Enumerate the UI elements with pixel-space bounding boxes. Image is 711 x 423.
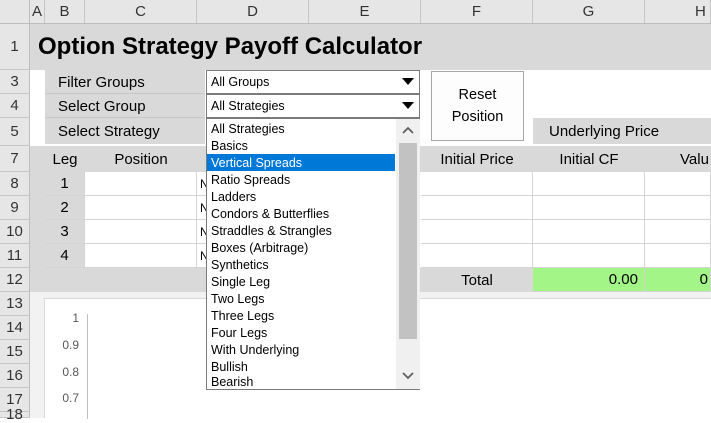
value-cell[interactable] xyxy=(645,172,711,196)
row-header-14[interactable]: 14 xyxy=(0,316,30,340)
value-cell[interactable] xyxy=(645,220,711,244)
position-header: Position xyxy=(114,150,168,168)
select-strategy-label-cell xyxy=(45,118,205,144)
reset-position-button[interactable]: Reset Position xyxy=(431,71,524,141)
filter-groups-label-cell xyxy=(45,70,205,94)
initial-cf-cell[interactable] xyxy=(533,220,645,244)
total-label: Total xyxy=(461,271,493,289)
select-group-combo[interactable]: All Strategies xyxy=(206,94,420,118)
row-header-7[interactable]: 7 xyxy=(0,146,30,172)
triangle-down-icon[interactable] xyxy=(397,95,419,117)
triangle-down-icon[interactable] xyxy=(397,71,419,93)
column-header-a[interactable]: A xyxy=(30,0,45,24)
initial-price-cell[interactable] xyxy=(421,196,533,220)
position-cell[interactable] xyxy=(85,244,197,268)
underlying-price-cell xyxy=(533,118,711,144)
row-header-15[interactable]: 15 xyxy=(0,340,30,364)
select-strategy-label: Select Strategy xyxy=(58,122,160,140)
row-header-18[interactable]: 18 xyxy=(0,406,30,423)
reset-position-button-line2: Position xyxy=(451,109,504,125)
chevron-down-icon[interactable] xyxy=(396,365,420,387)
select-all-corner[interactable] xyxy=(0,0,30,24)
column-header-g[interactable]: G xyxy=(533,0,645,24)
chart-y-axis xyxy=(87,314,88,419)
row-header-12[interactable]: 12 xyxy=(0,268,30,292)
initial-price-cell[interactable] xyxy=(421,220,533,244)
dropdown-scrollbar[interactable] xyxy=(396,119,420,389)
dropdown-item[interactable]: Bullish xyxy=(211,359,248,374)
dropdown-item[interactable]: Single Leg xyxy=(211,274,271,289)
legs-gutter xyxy=(30,172,45,268)
dropdown-item[interactable]: Straddles & Strangles xyxy=(211,223,332,238)
value-cell[interactable] xyxy=(645,196,711,220)
row-header-4[interactable]: 4 xyxy=(0,94,30,118)
total-initial-cf: 0.00 xyxy=(533,268,645,292)
initial-price-cell[interactable] xyxy=(421,244,533,268)
column-header-b[interactable]: B xyxy=(45,0,85,24)
column-header-c[interactable]: C xyxy=(85,0,197,24)
value-header: Valu xyxy=(680,150,709,168)
column-header-d[interactable]: D xyxy=(197,0,309,24)
y-tick-label: 0.9 xyxy=(62,338,79,352)
filter-groups-label: Filter Groups xyxy=(58,73,145,91)
filter-groups-combo-value: All Groups xyxy=(211,75,270,89)
row-header-13[interactable]: 13 xyxy=(0,292,30,316)
dropdown-item[interactable]: Boxes (Arbitrage) xyxy=(211,240,309,255)
filter-groups-combo[interactable]: All Groups xyxy=(206,70,420,94)
reset-position-button-line1: Reset xyxy=(458,87,497,103)
underlying-price-label: Underlying Price xyxy=(549,122,660,140)
column-header-h[interactable]: H xyxy=(645,0,711,24)
row-header-1[interactable]: 1 xyxy=(0,24,30,70)
row-header-9[interactable]: 9 xyxy=(0,196,30,220)
row-header-3[interactable]: 3 xyxy=(0,70,30,94)
total-value: 0 xyxy=(645,268,711,292)
row-header-8[interactable]: 8 xyxy=(0,172,30,196)
dropdown-item[interactable]: Three Legs xyxy=(211,308,275,323)
initial-cf-cell[interactable] xyxy=(533,244,645,268)
select-group-label-cell xyxy=(45,94,205,118)
select-group-combo-value: All Strategies xyxy=(211,99,285,113)
position-cell[interactable] xyxy=(85,172,197,196)
y-tick-label: 0.8 xyxy=(62,365,79,379)
initial-cf-cell[interactable] xyxy=(533,172,645,196)
strategy-dropdown-list[interactable]: All Strategies Basics Vertical Spreads R… xyxy=(206,118,420,390)
y-tick-label: 0.7 xyxy=(62,391,79,405)
initial-price-header: Initial Price xyxy=(440,150,514,168)
row-header-17[interactable]: 17 xyxy=(0,388,30,412)
position-cell[interactable] xyxy=(85,196,197,220)
dropdown-item[interactable]: Ladders xyxy=(211,189,257,204)
column-header-e[interactable]: E xyxy=(309,0,421,24)
dropdown-item[interactable]: Four Legs xyxy=(211,325,268,340)
leg-number: 4 xyxy=(45,244,85,268)
y-tick-label: 1 xyxy=(72,311,79,325)
dropdown-item[interactable]: Bearish xyxy=(211,375,254,389)
row-header-5[interactable]: 5 xyxy=(0,118,30,146)
chevron-up-icon[interactable] xyxy=(396,119,420,141)
dropdown-item[interactable]: Ratio Spreads xyxy=(211,172,291,187)
column-header-f[interactable]: F xyxy=(421,0,533,24)
dropdown-item[interactable]: Condors & Butterflies xyxy=(211,206,330,221)
leg-header: Leg xyxy=(52,150,78,168)
initial-cf-header: Initial CF xyxy=(559,150,619,168)
leg-number: 2 xyxy=(45,196,85,220)
row-header-10[interactable]: 10 xyxy=(0,220,30,244)
leg-number: 1 xyxy=(45,172,85,196)
row-header-11[interactable]: 11 xyxy=(0,244,30,268)
select-group-label: Select Group xyxy=(58,97,146,115)
dropdown-item[interactable]: Synthetics xyxy=(211,257,269,272)
value-cell[interactable] xyxy=(645,244,711,268)
dropdown-item[interactable]: With Underlying xyxy=(211,342,300,357)
title-band xyxy=(30,24,711,70)
initial-price-cell[interactable] xyxy=(421,172,533,196)
dropdown-item[interactable]: Basics xyxy=(211,138,248,153)
initial-cf-cell[interactable] xyxy=(533,196,645,220)
position-cell[interactable] xyxy=(85,220,197,244)
dropdown-scrollbar-thumb[interactable] xyxy=(399,143,417,339)
row-header-16[interactable]: 16 xyxy=(0,364,30,388)
dropdown-item[interactable]: All Strategies xyxy=(211,121,285,136)
leg-number: 3 xyxy=(45,220,85,244)
page-title: Option Strategy Payoff Calculator xyxy=(38,33,423,60)
dropdown-item[interactable]: Two Legs xyxy=(211,291,265,306)
dropdown-item-selected[interactable]: Vertical Spreads xyxy=(207,154,395,171)
